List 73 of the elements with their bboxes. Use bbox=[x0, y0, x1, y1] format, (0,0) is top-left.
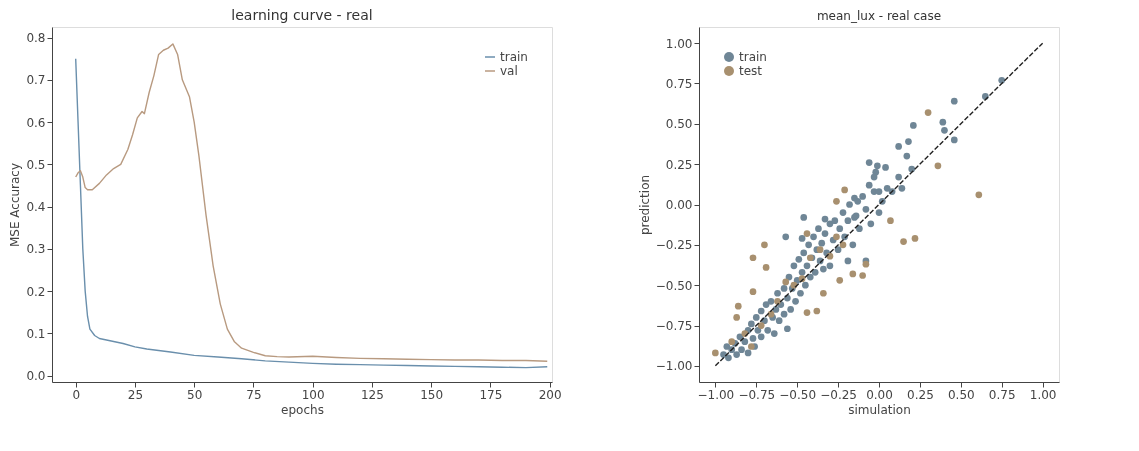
point bbox=[836, 276, 844, 284]
y-tick-label: −0.50 bbox=[655, 278, 693, 293]
x-tick-label: 100 bbox=[301, 387, 325, 402]
y-tick-label: −0.75 bbox=[655, 319, 693, 334]
point bbox=[749, 254, 757, 262]
x-tick-label: 75 bbox=[246, 387, 262, 402]
y-tick-label: 0.75 bbox=[665, 76, 693, 91]
point bbox=[749, 288, 757, 295]
x-tick-label: 50 bbox=[187, 387, 203, 402]
x-tick-label: 0.75 bbox=[988, 387, 1016, 402]
legend-label: train bbox=[739, 50, 767, 64]
y-tick-label: 0.1 bbox=[26, 326, 46, 341]
point bbox=[833, 197, 840, 205]
chart-title: learning curve - real bbox=[231, 7, 373, 23]
x-tick-label: 125 bbox=[360, 387, 384, 402]
chart-title: mean_lux - real case bbox=[816, 9, 942, 23]
y-tick-label: 0.2 bbox=[26, 284, 46, 299]
legend-label: train bbox=[500, 50, 528, 64]
y-tick-label: 0.0 bbox=[26, 369, 46, 384]
x-tick-label: −1.00 bbox=[697, 387, 735, 402]
point bbox=[934, 162, 942, 170]
x-tick-label: 175 bbox=[479, 387, 503, 402]
point bbox=[839, 241, 847, 249]
x-axis-title: simulation bbox=[848, 402, 911, 417]
point bbox=[833, 233, 840, 241]
y-tick-label: 0.00 bbox=[665, 198, 693, 212]
x-tick-label: −0.75 bbox=[738, 387, 776, 402]
y-tick-label: 0.5 bbox=[26, 157, 46, 172]
x-tick-label: 0.50 bbox=[947, 387, 975, 402]
point bbox=[712, 349, 719, 357]
point bbox=[975, 191, 983, 199]
y-tick-label: −1.00 bbox=[655, 359, 693, 374]
point bbox=[820, 289, 827, 297]
legend-label: val bbox=[500, 64, 518, 78]
x-tick-label: 25 bbox=[127, 387, 144, 402]
y-tick-label: 0.8 bbox=[26, 31, 46, 46]
y-tick-label: 0.3 bbox=[26, 242, 46, 257]
point bbox=[849, 270, 857, 278]
x-tick-label: 0.25 bbox=[907, 387, 934, 402]
x-tick-label: 0.00 bbox=[866, 387, 893, 402]
x-tick-label: −0.25 bbox=[820, 387, 857, 402]
point bbox=[924, 109, 932, 116]
x-tick-label: −0.50 bbox=[779, 387, 817, 402]
point bbox=[733, 314, 740, 321]
x-tick-label: 200 bbox=[538, 387, 562, 402]
x-axis-title: epochs bbox=[281, 402, 324, 417]
x-tick-label: 0 bbox=[72, 387, 81, 402]
point bbox=[762, 264, 770, 271]
y-tick-label: 0.25 bbox=[665, 157, 693, 172]
y-tick-label: 0.7 bbox=[26, 73, 46, 88]
point bbox=[761, 241, 768, 249]
point bbox=[887, 217, 894, 224]
legend-label: test bbox=[739, 64, 763, 78]
point bbox=[859, 272, 866, 279]
point bbox=[841, 186, 848, 194]
point bbox=[734, 302, 742, 310]
point bbox=[803, 230, 811, 237]
point bbox=[767, 310, 775, 318]
point bbox=[911, 235, 919, 242]
point bbox=[813, 307, 821, 315]
x-tick-label: 150 bbox=[420, 387, 444, 402]
point bbox=[803, 309, 811, 316]
y-axis-title: MSE Accuracy bbox=[8, 162, 23, 248]
point bbox=[782, 278, 790, 286]
y-tick-label: 0.50 bbox=[665, 117, 693, 132]
y-tick-label: −0.25 bbox=[655, 238, 693, 253]
point bbox=[757, 322, 765, 329]
y-tick-label: 0.6 bbox=[26, 115, 46, 130]
y-tick-label: 1.00 bbox=[665, 36, 693, 51]
y-tick-label: 0.4 bbox=[26, 200, 46, 215]
point bbox=[900, 238, 907, 245]
y-axis-title: prediction bbox=[637, 174, 652, 236]
x-tick-label: 1.00 bbox=[1029, 387, 1057, 402]
